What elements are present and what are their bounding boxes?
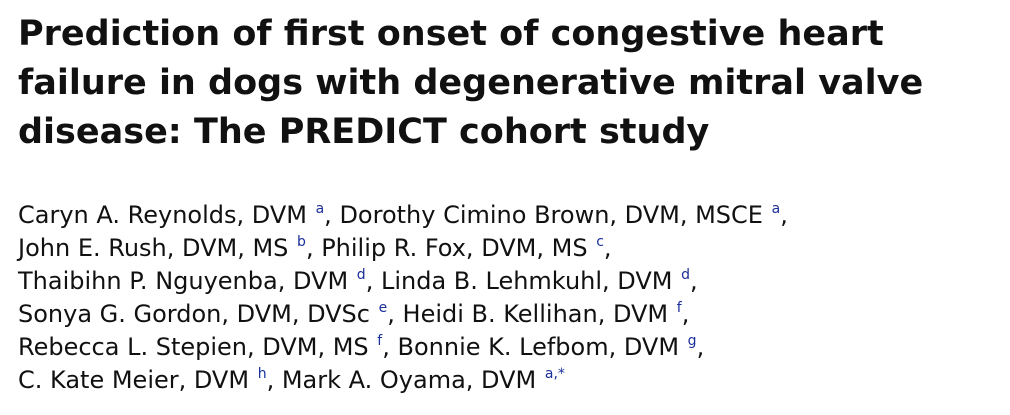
author-line: C. Kate Meier, DVM h, Mark A. Oyama, DVM… bbox=[18, 364, 998, 397]
author-separator: , bbox=[305, 234, 322, 262]
author-separator: , bbox=[382, 333, 398, 361]
author-list: Caryn A. Reynolds, DVM a, Dorothy Cimino… bbox=[18, 199, 998, 397]
affiliation-link[interactable]: f bbox=[676, 300, 682, 316]
article-title-line-1: Prediction of first onset of congestive … bbox=[18, 14, 884, 54]
author-name: John E. Rush, DVM, MS bbox=[18, 234, 289, 262]
author-name: Linda B. Lehmkuhl, DVM bbox=[380, 267, 673, 295]
author-line: Rebecca L. Stepien, DVM, MS f, Bonnie K.… bbox=[18, 331, 998, 364]
affiliation-link[interactable]: g bbox=[687, 333, 697, 349]
author-line-end: , bbox=[780, 201, 788, 229]
affiliation-link[interactable]: a,* bbox=[544, 366, 565, 382]
affiliation-link[interactable]: d bbox=[681, 267, 691, 283]
author-name: Philip R. Fox, DVM, MS bbox=[321, 234, 588, 262]
affiliation-link[interactable]: b bbox=[297, 234, 306, 250]
affiliation-link[interactable]: f bbox=[377, 333, 383, 349]
author-separator: , bbox=[387, 300, 403, 328]
affiliation-link[interactable]: a bbox=[771, 201, 781, 217]
author-name: Rebecca L. Stepien, DVM, MS bbox=[18, 333, 369, 361]
author-separator: , bbox=[365, 267, 381, 295]
author-line: Caryn A. Reynolds, DVM a, Dorothy Cimino… bbox=[18, 199, 998, 232]
author-line-end: , bbox=[696, 333, 705, 361]
article-title-line-2: failure in dogs with degenerative mitral… bbox=[18, 63, 924, 103]
author-name: Thaibihn P. Nguyenba, DVM bbox=[18, 267, 349, 295]
author-name: Dorothy Cimino Brown, DVM, MSCE bbox=[339, 201, 763, 229]
author-line: Thaibihn P. Nguyenba, DVM d, Linda B. Le… bbox=[18, 265, 998, 298]
author-separator: , bbox=[266, 366, 282, 394]
author-line-end: , bbox=[603, 234, 612, 262]
author-line-end: , bbox=[681, 300, 690, 328]
article-title: Prediction of first onset of congestive … bbox=[18, 10, 993, 157]
affiliation-link[interactable]: a bbox=[315, 201, 325, 217]
affiliation-link[interactable]: h bbox=[257, 366, 267, 382]
author-name: Mark A. Oyama, DVM bbox=[281, 366, 537, 394]
affiliation-link[interactable]: e bbox=[378, 300, 388, 316]
affiliation-link[interactable]: c bbox=[596, 234, 604, 250]
author-name: Caryn A. Reynolds, DVM bbox=[18, 201, 307, 229]
author-line: John E. Rush, DVM, MS b, Philip R. Fox, … bbox=[18, 232, 998, 265]
author-name: Bonnie K. Lefbom, DVM bbox=[397, 333, 680, 361]
author-line-end: , bbox=[690, 267, 698, 295]
author-name: C. Kate Meier, DVM bbox=[18, 366, 250, 394]
author-line: Sonya G. Gordon, DVM, DVSc e, Heidi B. K… bbox=[18, 298, 998, 331]
affiliation-link[interactable]: d bbox=[356, 267, 366, 283]
article-title-line-3: disease: The PREDICT cohort study bbox=[18, 112, 710, 152]
author-name: Sonya G. Gordon, DVM, DVSc bbox=[18, 300, 370, 328]
author-separator: , bbox=[324, 201, 340, 229]
author-name: Heidi B. Kellihan, DVM bbox=[402, 300, 669, 328]
